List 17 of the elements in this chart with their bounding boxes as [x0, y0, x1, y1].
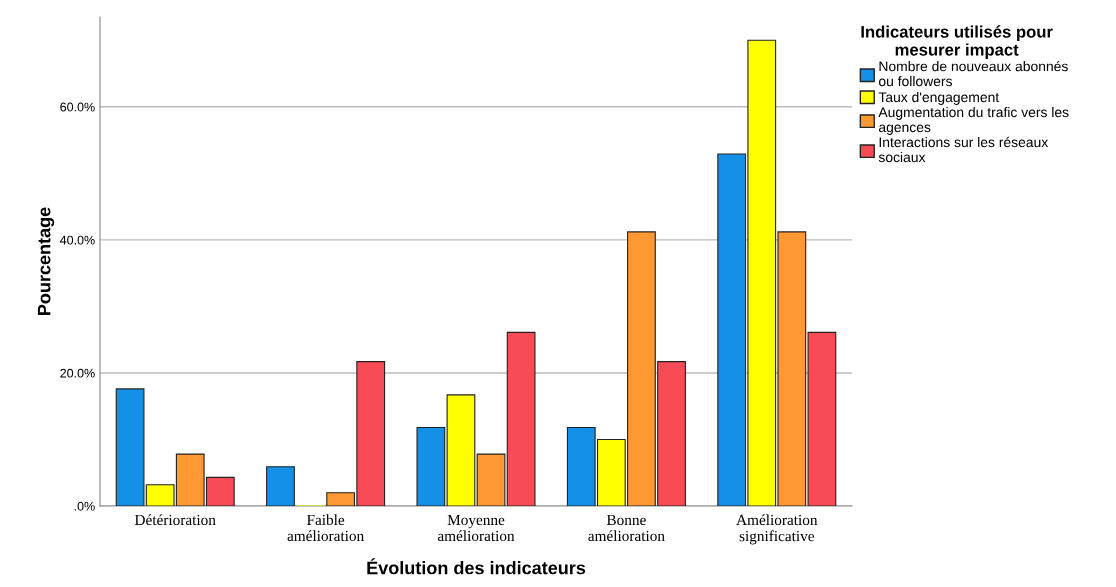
y-axis-title: Pourcentage — [37, 207, 55, 315]
x-tick-label: Détérioration — [134, 514, 216, 526]
legend-title: Indicateurs utilisés pour mesurer impact — [861, 25, 1053, 59]
x-tick-label: Bonne amélioration — [588, 514, 665, 542]
y-tick-label: 40.0% — [59, 235, 95, 245]
legend-label: Nombre de nouveaux abonnés ou followers — [878, 60, 1068, 87]
legend-label: Taux d'engagement — [878, 91, 1000, 105]
legend-label: Interactions sur les réseaux sociaux — [878, 136, 1049, 163]
legend-label: Augmentation du trafic vers les agences — [878, 106, 1069, 135]
x-tick-label: Moyenne amélioration — [437, 514, 515, 542]
x-tick-label: Faible amélioration — [287, 514, 364, 542]
y-tick-label: .0% — [74, 501, 95, 511]
bar — [266, 466, 295, 506]
x-tick-label: Amélioration significative — [736, 514, 818, 545]
y-tick-label: 60.0% — [60, 102, 95, 112]
x-axis-title: Évolution des indicateurs — [367, 558, 586, 575]
y-tick-label: 20.0% — [60, 368, 95, 378]
